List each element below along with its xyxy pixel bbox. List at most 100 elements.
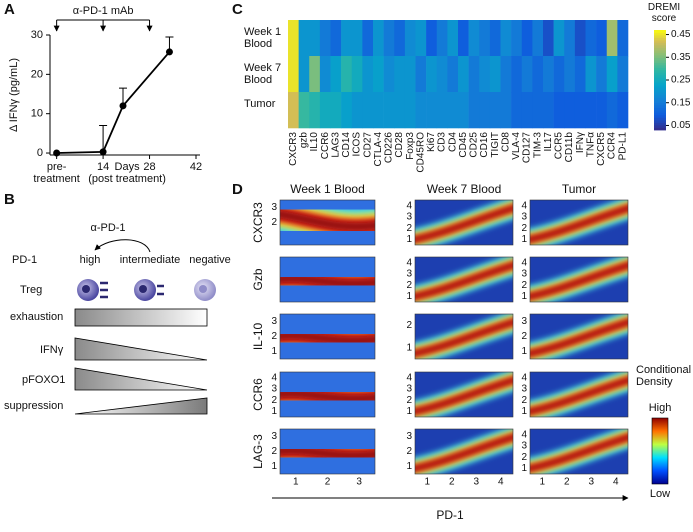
x-tick-label: 2 [564,477,570,488]
column-label: CD27 [362,132,373,158]
cell [521,92,533,129]
error-bar [99,124,108,152]
column-label: IL17 [543,132,554,152]
column-label: IL10 [309,132,320,152]
cell [362,56,374,93]
cell [458,92,469,129]
column-label: TIGIT [490,132,501,158]
colorbar-step [654,97,666,101]
y-tick-label: 3 [406,269,412,280]
x-tick-label: 2 [325,477,331,488]
cell [479,56,491,93]
cell [436,92,448,129]
colorbar-step [654,35,666,38]
density-map [530,257,628,302]
cell [298,56,310,93]
x-tick-label: 1 [293,477,299,488]
y-tick-label: 2 [406,446,412,457]
colorbar-step [654,47,666,51]
cell [511,92,523,129]
column-label: CD28 [394,132,405,158]
column-label: CXCR3 [288,132,299,166]
cell [458,20,469,57]
y-tick-label: 4 [521,257,527,268]
y-tick-label: 2 [406,280,412,291]
cell [521,20,533,57]
density-frame [414,256,514,303]
density-map [280,257,375,302]
y-tick-label: 2 [271,446,277,457]
y-tick-label: 4 [521,429,527,440]
colorbar-step [654,37,666,41]
colorbar-step [654,92,666,96]
colorbar-step [654,110,666,113]
column-label: CCR6 [320,132,331,160]
y-tick-label: 2 [521,452,527,463]
cell [362,92,374,129]
x-tick-label: 3 [473,477,479,488]
cell [436,56,448,93]
column-label: gzb [299,132,310,149]
colorbar-step [654,50,666,53]
bar-label: pFOXO1 [22,374,65,386]
y-tick-label: 3 [521,212,527,223]
colorbar-step [654,40,666,43]
row-title: CXCR3 [251,202,265,243]
column-label: CTLA-4 [373,132,384,167]
colorbar-step [654,77,666,81]
cell [288,20,299,57]
cell [585,56,597,93]
cell [564,56,576,93]
line [56,51,171,154]
cell [394,56,406,93]
gradient-bar [74,308,208,327]
y-tick-label: 3 [271,316,277,327]
cell [553,92,565,129]
y-tick-label: 2 [271,217,277,228]
density-frame [529,199,629,246]
density-frame [279,256,376,303]
colorbar-tick-label: 0.25 [671,75,691,86]
treatment-label: α-PD-1 [90,222,125,234]
cell [617,20,629,57]
colorbar-tick-label: 0.05 [671,120,691,131]
gradient-wedge [74,367,208,391]
cell [373,56,384,93]
panel-label: B [4,191,15,208]
cell [511,20,523,57]
y-tick-label: 1 [406,406,412,417]
cell [394,92,406,129]
cell [468,20,480,57]
colorbar-label: DREMI score [648,2,680,24]
density-map [530,200,628,245]
gradient-wedge [74,337,208,361]
density-map [280,200,375,245]
cell [458,56,469,93]
colorbar-step [654,125,666,128]
column-label: CCR4 [607,132,618,160]
cell [564,92,576,129]
cell [617,56,629,93]
density-band [530,378,628,413]
y-tick-label: 3 [521,441,527,452]
cell [617,92,629,129]
x-tick-label: 2 [449,477,455,488]
column-label: VLA-4 [511,132,522,160]
colorbar-step [654,30,666,33]
density-band [415,320,513,355]
cell [330,92,342,129]
point [119,102,127,110]
gradient-wedge [74,397,208,415]
cell [298,20,310,57]
cell-label: Treg [20,284,42,296]
colorbar-step [654,80,666,83]
colorbar-label: Conditional Density [636,364,691,388]
y-tick-label: 1 [406,342,412,353]
cell [341,56,353,93]
x-tick-label: 4 [498,477,504,488]
column-label: CD127 [522,132,533,164]
cell [564,20,576,57]
colorbar-step [654,55,666,58]
